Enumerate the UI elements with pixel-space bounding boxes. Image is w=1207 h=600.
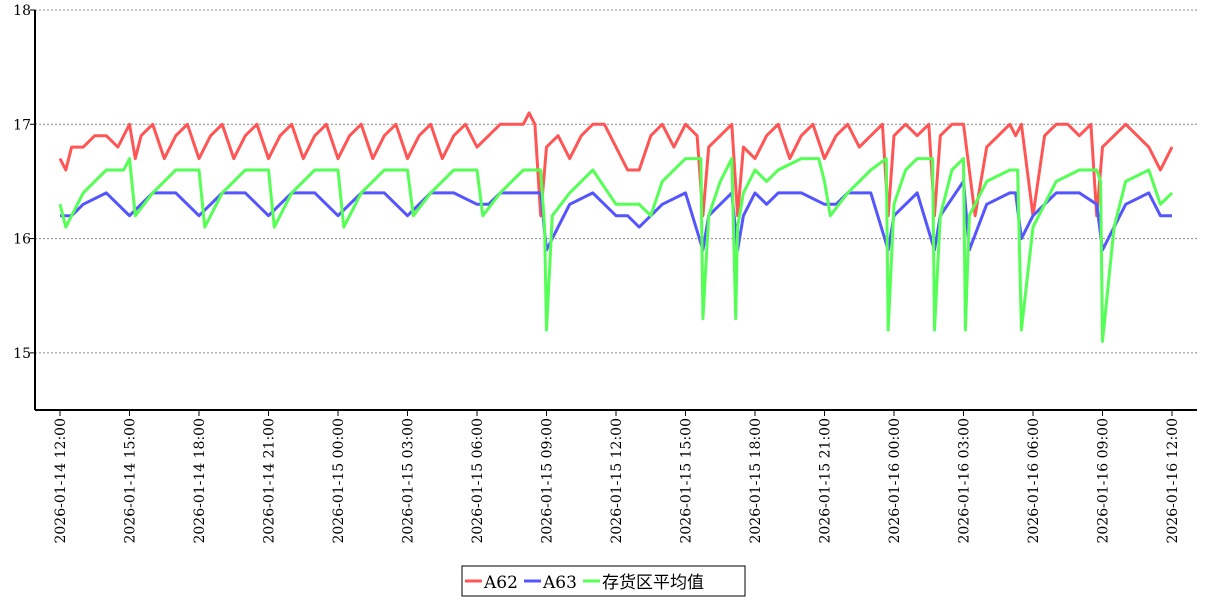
x-tick-label: 2026-01-15 03:00 <box>401 418 417 544</box>
x-tick-labels: 2026-01-14 12:00 2026-01-14 15:00 2026-01-… <box>53 410 1181 544</box>
legend-label-1: A62 <box>483 573 518 593</box>
series-line-2 <box>60 179 1172 252</box>
series-line-3 <box>58 157 1174 343</box>
legend-label-3: 存货区平均值 <box>602 573 704 593</box>
legend-box <box>461 565 746 597</box>
x-tick-label: 2026-01-15 12:00 <box>609 418 625 544</box>
series-line-1 <box>58 111 1174 218</box>
x-tick-label: 2026-01-16 09:00 <box>1096 418 1112 544</box>
legend: A62 A63 存货区平均值 <box>461 565 746 597</box>
y-tick-label: 15 <box>13 346 31 362</box>
x-tick-label: 2026-01-16 03:00 <box>957 418 973 544</box>
x-tick-label: 2026-01-16 12:00 <box>1165 418 1181 544</box>
y-tick-label: 17 <box>13 117 31 133</box>
x-tick-label: 2026-01-14 18:00 <box>192 418 208 544</box>
x-tick-label: 2026-01-15 00:00 <box>331 418 347 544</box>
x-tick-label: 2026-01-15 09:00 <box>540 418 556 544</box>
x-tick-label: 2026-01-15 18:00 <box>748 418 764 544</box>
x-tick-label: 2026-01-15 06:00 <box>470 418 486 544</box>
y-tick-labels: 15 16 17 18 <box>13 3 31 362</box>
x-tick-label: 2026-01-14 15:00 <box>123 418 139 544</box>
x-tick-label: 2026-01-14 12:00 <box>53 418 69 544</box>
x-tick-label: 2026-01-16 00:00 <box>887 418 903 544</box>
y-tick-label: 18 <box>13 3 31 19</box>
x-tick-label: 2026-01-15 21:00 <box>818 418 834 544</box>
x-tick-label: 2026-01-14 21:00 <box>262 418 278 544</box>
legend-label-2: A63 <box>542 573 577 593</box>
x-tick-label: 2026-01-16 06:00 <box>1026 418 1042 544</box>
grid-lines <box>30 9 1197 354</box>
y-tick-label: 16 <box>13 232 31 248</box>
axes <box>34 10 1197 411</box>
x-tick-label: 2026-01-15 15:00 <box>679 418 695 544</box>
series-lines <box>58 111 1174 343</box>
